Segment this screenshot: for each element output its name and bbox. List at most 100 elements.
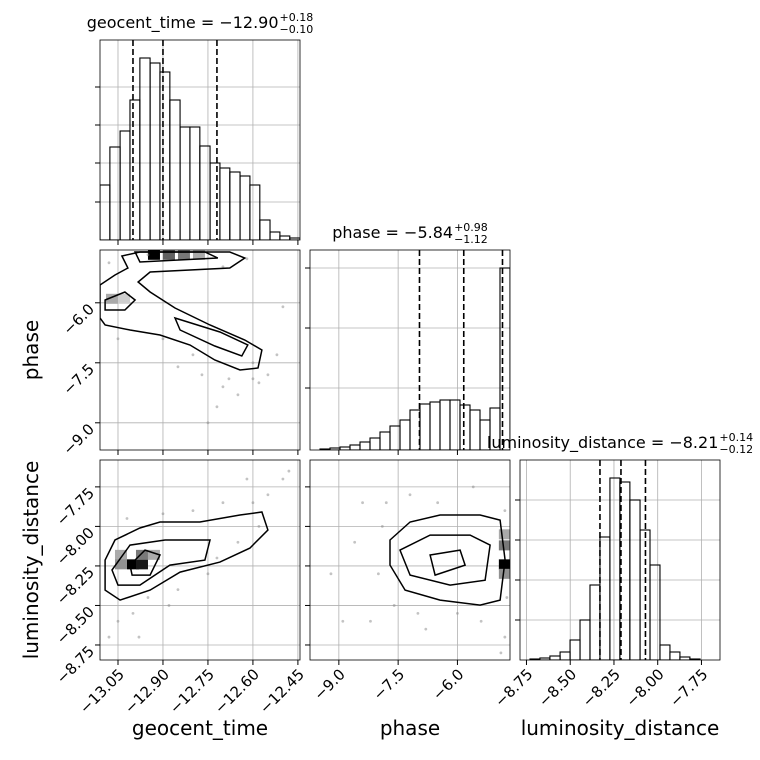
sample-point — [424, 627, 428, 631]
sample-point — [266, 493, 270, 497]
density-cell — [162, 250, 175, 260]
contour — [104, 291, 137, 311]
title-upper-error: +0.14 — [719, 431, 753, 444]
sample-point — [116, 619, 120, 623]
plot-area — [100, 40, 300, 240]
contour — [129, 549, 162, 576]
panel: phase = −5.84 +0.98−1.12 — [305, 221, 511, 455]
sample-point — [251, 361, 255, 365]
sample-point — [436, 501, 440, 505]
sample-point — [275, 353, 279, 357]
plot-area — [100, 460, 300, 660]
sample-point — [341, 619, 345, 623]
histogram-bin — [499, 267, 510, 450]
sample-point — [206, 421, 210, 425]
sample-point — [361, 501, 364, 505]
panel-frame — [99, 39, 301, 241]
contour — [133, 251, 219, 263]
sample-point — [137, 635, 141, 639]
histogram-bin — [249, 184, 261, 240]
sample-point — [236, 393, 240, 397]
sample-point — [380, 525, 384, 528]
histogram-bin — [649, 564, 661, 660]
density-cell — [177, 250, 190, 260]
sample-point — [221, 385, 225, 389]
sample-point — [107, 261, 111, 265]
sample-point — [176, 365, 180, 369]
title-lower-error: −0.12 — [719, 443, 753, 456]
density-cell — [114, 549, 127, 560]
density-cell — [105, 293, 118, 304]
sample-point — [107, 635, 111, 639]
panel: geocent_time = −12.90 +0.18−0.10 — [87, 11, 314, 245]
sample-point — [471, 485, 475, 489]
sample-point — [236, 540, 240, 544]
sample-point — [200, 373, 204, 377]
density-cell — [498, 568, 510, 579]
sample-point — [167, 604, 171, 607]
sample-point — [146, 253, 150, 257]
sample-point — [257, 381, 261, 385]
density-cell — [498, 540, 510, 551]
title-upper-error: +0.18 — [280, 11, 314, 24]
sample-point — [384, 501, 388, 505]
sample-point — [281, 305, 285, 309]
contour — [429, 549, 467, 577]
panel-title: geocent_time = −12.90 — [87, 13, 279, 33]
x-axis-label: phase — [380, 716, 440, 740]
sample-point — [499, 651, 503, 655]
sample-point — [116, 337, 120, 341]
sample-point — [503, 509, 507, 512]
sample-point — [161, 512, 165, 516]
sample-point — [227, 377, 231, 381]
panel-frame — [519, 459, 721, 661]
sample-point — [408, 493, 412, 497]
histogram-bin — [259, 219, 271, 240]
panel-title: phase = −5.84 — [332, 223, 453, 242]
plot-area — [310, 460, 510, 660]
title-lower-error: −1.12 — [454, 233, 488, 246]
sample-point — [125, 517, 129, 520]
sample-point — [353, 540, 357, 544]
sample-point — [281, 477, 285, 481]
histogram-bin — [669, 651, 681, 660]
sample-point — [479, 619, 483, 623]
sample-point — [131, 611, 135, 615]
density-cell — [147, 250, 160, 260]
sample-point — [221, 501, 225, 505]
y-axis-label: phase — [19, 320, 43, 380]
sample-point — [257, 525, 261, 528]
sample-point — [505, 596, 509, 599]
plot-area — [100, 250, 300, 450]
density-cell — [114, 559, 127, 570]
sample-point — [251, 501, 255, 505]
contour — [399, 534, 491, 586]
sample-point — [191, 353, 195, 357]
sample-point — [251, 377, 255, 381]
sample-point — [287, 469, 291, 473]
sample-point — [456, 611, 459, 615]
y-axis-label: luminosity_distance — [19, 461, 43, 660]
sample-point — [176, 588, 180, 592]
panel-frame — [99, 459, 301, 661]
sample-point — [245, 257, 249, 261]
panel-frame — [309, 459, 511, 661]
density-cell — [126, 559, 139, 570]
sample-point — [191, 509, 195, 512]
sample-point — [146, 596, 150, 599]
sample-point — [161, 337, 165, 341]
density-cell — [135, 549, 148, 560]
x-axis-label: geocent_time — [132, 716, 268, 740]
contour — [173, 316, 249, 357]
plot-area — [310, 250, 510, 450]
plot-area — [520, 460, 720, 660]
sample-point — [416, 611, 420, 615]
sample-point — [215, 405, 219, 409]
sample-point — [503, 635, 507, 639]
contour — [104, 511, 269, 601]
density-cell — [117, 293, 130, 304]
sample-point — [206, 572, 210, 576]
